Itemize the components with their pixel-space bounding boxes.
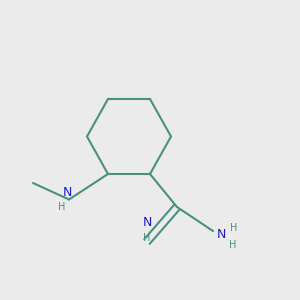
Text: N: N <box>63 186 72 199</box>
Text: H: H <box>143 233 151 243</box>
Text: H: H <box>58 202 65 212</box>
Text: H: H <box>230 223 238 233</box>
Text: N: N <box>217 227 226 241</box>
Text: H: H <box>230 240 237 250</box>
Text: N: N <box>142 217 152 230</box>
